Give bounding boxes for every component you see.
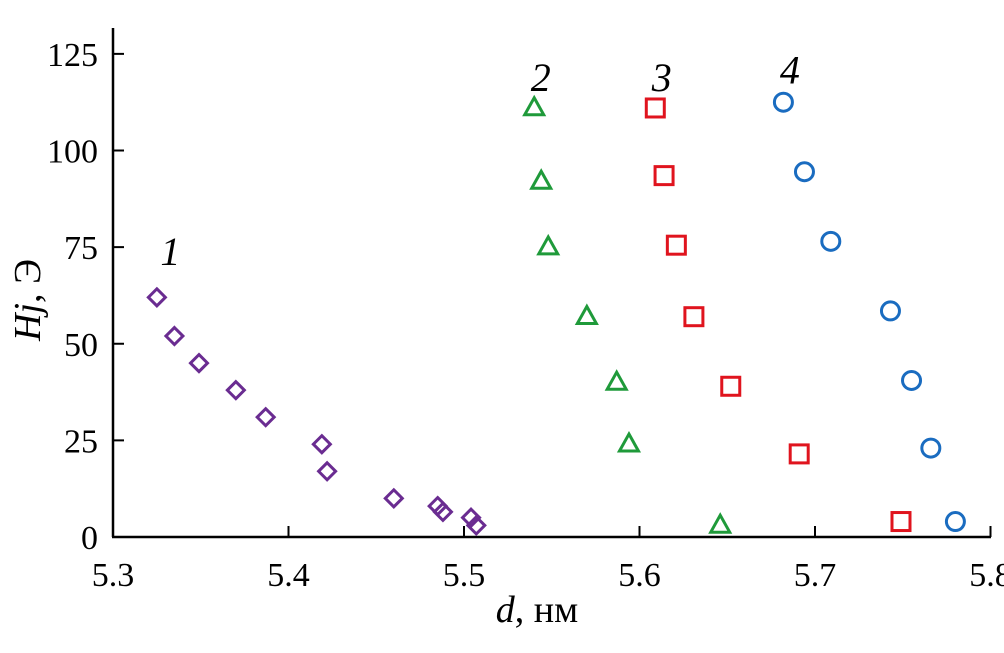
x-tick-label: 5.5: [443, 557, 486, 594]
series-label-3: 3: [651, 55, 672, 100]
x-tick-label: 5.6: [618, 557, 661, 594]
y-axis-title: Hj, Э: [7, 259, 49, 342]
y-axis-unit: , Э: [7, 259, 49, 303]
square-marker: [644, 97, 666, 119]
x-tick-label: 5.7: [794, 557, 837, 594]
diamond-marker: [432, 501, 454, 523]
x-axis: 5.3 5.4 5.5 5.6 5.7 5.8: [92, 526, 1004, 594]
y-tick-label: 125: [47, 37, 98, 74]
circle-marker: [772, 91, 794, 113]
y-tick-label: 0: [81, 520, 98, 557]
diamond-marker: [225, 379, 247, 401]
diamond-marker: [311, 433, 333, 455]
x-axis-variable: d: [496, 589, 516, 631]
y-tick-label: 100: [47, 134, 98, 171]
circle-marker: [901, 369, 923, 391]
x-tick-label: 5.4: [267, 557, 310, 594]
square-marker: [653, 165, 675, 187]
square-marker: [890, 511, 912, 533]
diamond-marker: [255, 406, 277, 428]
square-marker: [720, 375, 742, 397]
circle-marker: [920, 437, 942, 459]
x-tick-label: 5.3: [92, 557, 135, 594]
triangle-marker: [616, 430, 642, 453]
circle-marker: [820, 230, 842, 252]
circle-marker: [879, 300, 901, 322]
triangle-marker: [708, 512, 733, 534]
series-4: 4: [772, 47, 966, 533]
x-axis-ticks: 5.3 5.4 5.5 5.6 5.7 5.8: [92, 526, 1004, 594]
diamond-marker: [383, 487, 405, 509]
y-axis: 0 25 50 75 100 125: [47, 28, 124, 557]
series-label-2: 2: [531, 55, 551, 100]
triangle-marker: [574, 303, 599, 325]
diamond-marker: [146, 286, 168, 308]
diamond-marker: [460, 507, 482, 529]
series-2: 2: [522, 55, 733, 534]
diamond-marker: [316, 460, 338, 482]
y-axis-variable: Hj: [7, 303, 49, 342]
plot-area: 1 2 3 4: [146, 47, 966, 537]
circle-marker: [944, 511, 966, 533]
series-label-1: 1: [160, 229, 180, 274]
triangle-marker: [604, 369, 629, 391]
series-label-4: 4: [780, 47, 800, 92]
y-axis-ticks: 0 25 50 75 100 125: [47, 37, 124, 557]
circle-marker: [793, 161, 815, 183]
triangle-marker: [529, 168, 554, 190]
y-tick-label: 75: [64, 230, 98, 267]
series-3: 3: [644, 55, 912, 533]
triangle-marker: [536, 233, 561, 256]
y-tick-label: 50: [64, 327, 98, 364]
series-1: 1: [146, 229, 487, 537]
square-marker: [788, 443, 810, 465]
x-axis-unit: , нм: [515, 589, 578, 631]
diamond-marker: [188, 352, 210, 374]
y-tick-label: 25: [64, 423, 98, 460]
square-marker: [683, 306, 705, 328]
x-axis-title: d, нм: [496, 589, 578, 631]
x-tick-label: 5.8: [969, 557, 1004, 594]
diamond-marker: [163, 325, 186, 347]
square-marker: [665, 234, 687, 256]
diamond-marker: [465, 514, 487, 537]
triangle-marker: [522, 94, 547, 117]
